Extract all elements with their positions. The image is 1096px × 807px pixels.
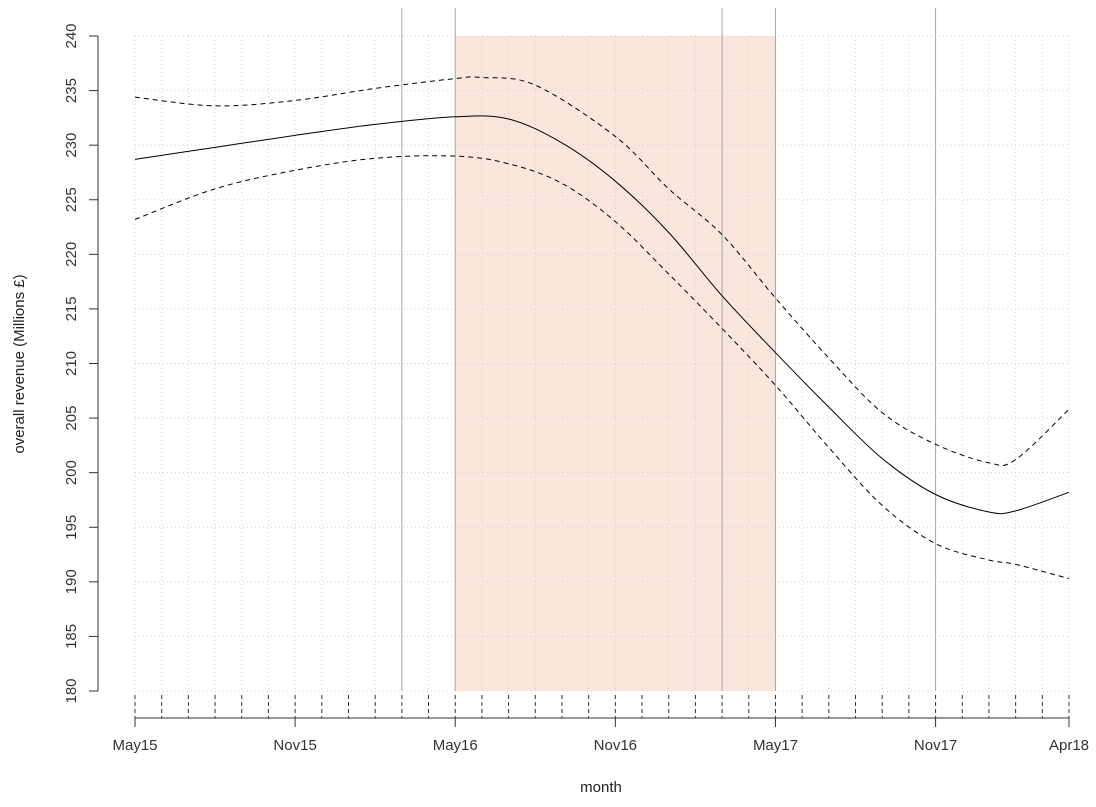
y-tick-label: 190: [63, 569, 80, 594]
y-tick-label: 200: [63, 460, 80, 485]
x-tick-label: Nov16: [594, 737, 637, 754]
series-line-solid: [134, 115, 1070, 515]
y-tick-label: 210: [63, 351, 80, 376]
y-tick-label: 180: [63, 678, 80, 703]
series-line-dashed: [134, 76, 1070, 467]
x-tick-label: May16: [433, 737, 478, 754]
y-tick-label: 240: [63, 23, 80, 48]
y-tick-label: 225: [63, 187, 80, 212]
x-tick-label: Nov17: [914, 737, 957, 754]
x-axis-title: month: [580, 779, 622, 796]
y-tick-label: 220: [63, 242, 80, 267]
y-tick-label: 235: [63, 78, 80, 103]
x-tick-label: May15: [112, 737, 157, 754]
y-tick-label: 205: [63, 406, 80, 431]
y-tick-label: 230: [63, 133, 80, 158]
y-tick-label: 215: [63, 296, 80, 321]
x-tick-label: Nov15: [273, 737, 316, 754]
y-tick-label: 195: [63, 515, 80, 540]
x-tick-label: May17: [753, 737, 798, 754]
axes-layer: 180 185 190 195 200 205 210 215 220 225 230 235 240 M…: [63, 23, 1089, 754]
y-axis-title: overall revenue (Millions £): [11, 274, 28, 453]
series-layer: [134, 76, 1070, 580]
y-tick-label: 185: [63, 624, 80, 649]
series-line-dashed: [134, 155, 1070, 580]
x-tick-label: Apr18: [1049, 737, 1089, 754]
